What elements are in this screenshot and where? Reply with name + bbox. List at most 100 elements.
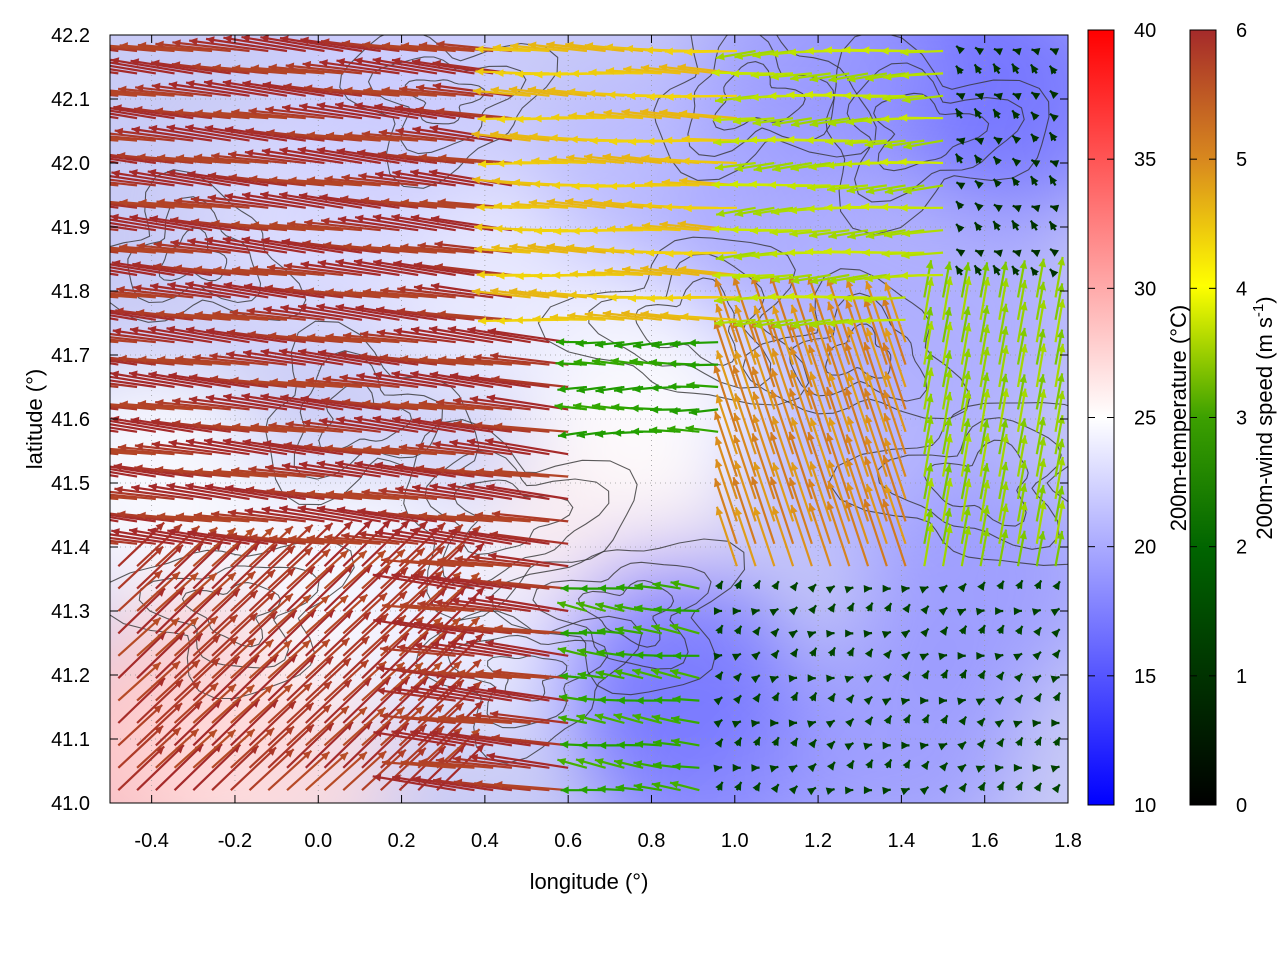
wind-vector-head [925, 393, 934, 403]
wind-vector-shaft [394, 464, 475, 478]
wind-vector-shaft [546, 244, 606, 254]
wind-vector-shaft [884, 371, 907, 433]
wind-vector-shaft [863, 498, 888, 567]
wind-vector-head [680, 312, 689, 321]
wind-vector-shaft [393, 620, 475, 635]
wind-vector-shaft [492, 46, 550, 53]
wind-vector-head [752, 782, 761, 792]
wind-vector-shaft [156, 357, 231, 366]
wind-vector-head [376, 306, 385, 314]
wind-vector-shaft [681, 137, 737, 142]
wind-vector-head [843, 160, 853, 168]
wind-vector-head [110, 370, 120, 379]
wind-vector-head [956, 201, 965, 210]
wind-vector-head [1019, 260, 1028, 270]
wind-vector-shaft [419, 357, 494, 366]
wind-vector-head [492, 578, 502, 587]
wind-vector-shaft [417, 602, 494, 613]
wind-vector-shaft [640, 312, 700, 321]
wind-vector-head [687, 361, 696, 370]
wind-vector-shaft [246, 309, 325, 321]
wind-vector-shaft [429, 484, 513, 501]
wind-vector-shaft [391, 730, 475, 747]
terrain-contour [293, 350, 443, 480]
wind-vector-head [1013, 673, 1023, 683]
wind-vector-head [92, 214, 101, 222]
wind-vector-shaft [230, 569, 276, 612]
wind-vector-head [1056, 530, 1065, 540]
wind-vector-head [515, 70, 524, 79]
wind-vector-shaft [510, 44, 569, 53]
wind-vector-head [651, 341, 660, 349]
wind-vector-shaft [211, 728, 256, 769]
wind-vector-head [732, 695, 742, 705]
wind-vector-shaft [136, 660, 181, 702]
wind-vector-shaft [398, 445, 475, 456]
wind-vector-shaft [241, 237, 325, 254]
wind-vector-head [341, 532, 350, 541]
wind-vector-shaft [285, 422, 363, 433]
wind-vector-head [398, 85, 408, 94]
wind-vector-head [242, 438, 252, 447]
wind-vector-head [378, 487, 387, 496]
wind-vector-head [713, 478, 722, 488]
wind-vector-head [339, 752, 348, 761]
wind-vector-shaft [492, 580, 569, 590]
wind-vector-shaft [298, 193, 381, 209]
wind-vector-head [944, 508, 953, 517]
wind-vector-shaft [174, 469, 250, 478]
wind-vector-head [623, 65, 632, 74]
wind-vector-head [659, 108, 668, 117]
wind-vector-head [807, 183, 816, 192]
wind-vector-shaft [110, 417, 194, 433]
wind-vector-shaft [487, 329, 569, 344]
wind-vector-head [902, 671, 910, 681]
wind-vector-shaft [361, 490, 438, 501]
wind-vector-head [827, 647, 836, 657]
wind-vector-shaft [771, 348, 795, 410]
wind-vector-head [40, 38, 49, 46]
wind-vector-head [453, 778, 463, 787]
wind-vector-shaft [429, 126, 513, 142]
wind-vector-shaft [168, 373, 250, 389]
wind-vector-head [940, 715, 948, 725]
wind-vector-head [789, 346, 798, 356]
wind-vector-head [808, 503, 816, 513]
wind-vector-head [100, 445, 108, 453]
wind-vector-head [614, 341, 623, 349]
wind-vector-head [110, 57, 120, 65]
wind-vector-shaft [110, 512, 175, 523]
wind-vector-shaft [323, 720, 373, 769]
wind-vector-head [298, 192, 308, 201]
wind-vector-shaft [713, 320, 738, 388]
colorbar-tick-label: 0 [1236, 795, 1247, 817]
wind-vector-shaft [193, 267, 269, 277]
wind-vector-head [632, 341, 642, 350]
wind-vector-shaft [362, 290, 438, 299]
wind-vector-head [714, 318, 723, 327]
wind-vector-head [1012, 220, 1020, 230]
wind-vector-head [733, 737, 742, 747]
wind-vector-head [883, 230, 893, 239]
wind-vector-head [203, 437, 213, 446]
wind-vector-shaft [468, 530, 550, 545]
x-axis-ticks: -0.4 -0.2 0.0 0.2 0.4 0.6 0.8 1.0 1.2 1.4 1.6 1.8 [134, 35, 1082, 852]
wind-vector-head [166, 482, 176, 491]
wind-vector-shaft [110, 181, 138, 187]
wind-vector-shaft [110, 533, 175, 545]
wind-vector-head [982, 324, 991, 334]
wind-vector-shaft [113, 464, 194, 478]
wind-vector-head [156, 310, 165, 318]
wind-vector-shaft [306, 492, 381, 501]
wind-vector-shaft [846, 278, 870, 343]
wind-vector-head [43, 176, 51, 184]
wind-vector-head [925, 508, 934, 518]
wind-vector-head [660, 311, 669, 320]
wind-vector-shaft [304, 564, 355, 612]
wind-vector-head [269, 176, 278, 184]
colorbar-tick-label: 15 [1134, 666, 1156, 688]
wind-vector-head [208, 527, 218, 536]
wind-vector-head [751, 366, 759, 376]
wind-vector-head [304, 443, 313, 451]
wind-vector-shaft [172, 41, 250, 53]
